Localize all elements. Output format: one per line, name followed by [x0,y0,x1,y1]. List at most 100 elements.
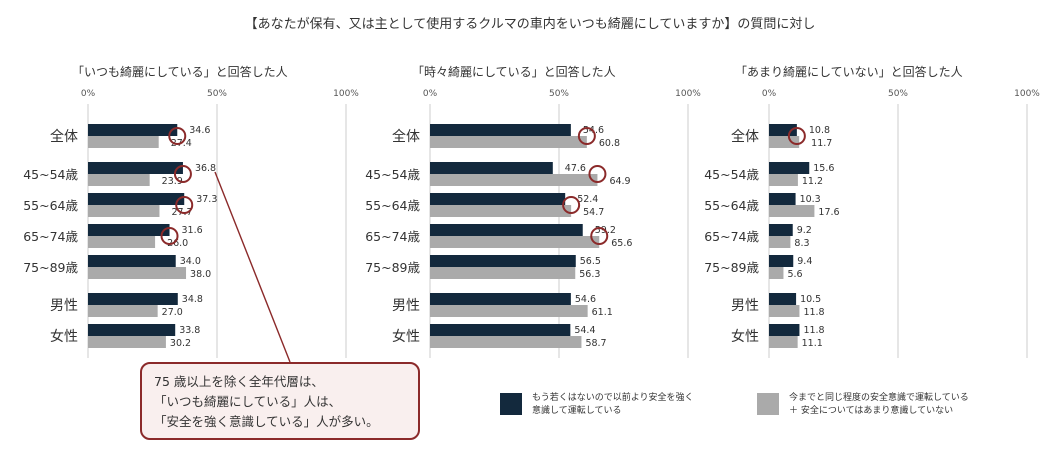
category-label: 75~89歳 [23,260,78,275]
chart-title: 【あなたが保有、又は主として使用するクルマの車内をいつも綺麗にしていますか】の質… [245,16,816,32]
bar-series-a [88,193,185,205]
category-label: 男性 [731,298,759,314]
bar-series-a [430,224,583,236]
bar-series-a [88,124,178,136]
callout-line-3: 「安全を強く意識している」人が多い。 [154,414,379,429]
bar-series-a [769,324,800,336]
bar-series-a [88,324,176,336]
data-label-series-b: 11.8 [803,307,824,318]
bar-series-b [430,174,598,186]
data-label-series-b: 27.0 [162,307,183,318]
tick-label: 0% [423,89,438,99]
data-label-series-a: 34.8 [182,294,203,305]
bar-series-a [430,293,571,305]
data-label-series-b: 11.2 [802,176,823,187]
data-label-series-a: 54.4 [574,325,595,336]
highlight-circle [168,127,187,145]
data-label-series-b: 65.6 [611,238,632,249]
data-label-series-b: 56.3 [579,269,600,280]
tick-label: 50% [549,89,569,99]
data-label-series-a: 47.6 [565,163,586,174]
bar-series-b [88,205,160,217]
data-label-series-b: 64.9 [609,176,630,187]
bar-series-b [430,267,576,279]
bar-series-a [88,255,176,267]
tick-label: 0% [81,89,96,99]
data-label-series-a: 37.3 [196,194,217,205]
data-label-series-b: 23.9 [162,176,183,187]
data-label-series-a: 54.6 [575,294,596,305]
legend-a-line-2: 意識して運転している [532,406,622,416]
tick-label: 50% [888,89,908,99]
bar-series-b [769,336,798,348]
data-label-series-b: 30.2 [170,338,191,349]
category-label: 65~74歳 [23,229,78,244]
bar-series-b [88,305,158,317]
data-label-series-b: 38.0 [190,269,211,280]
highlight-circle [590,227,609,245]
data-label-series-a: 36.8 [195,163,216,174]
tick-label: 100% [1014,89,1040,99]
bar-series-a [88,293,178,305]
data-label-series-b: 11.7 [811,138,832,149]
panel-title-1: 「いつも綺麗にしている」と回答した人 [72,64,288,79]
bar-series-a [430,255,576,267]
data-label-series-a: 11.8 [803,325,824,336]
category-label: 65~74歳 [704,229,759,244]
category-label: 女性 [731,328,759,345]
data-label-series-b: 5.6 [787,269,802,280]
data-label-series-a: 34.0 [180,256,201,267]
category-label: 45~54歳 [23,167,78,182]
callout-line-1: 75 歳以上を除く全年代層は、 [154,374,324,389]
category-label: 55~64歳 [23,198,78,213]
callout-box: 75 歳以上を除く全年代層は、 「いつも綺麗にしている」人は、 「安全を強く意識… [140,362,420,440]
bar-series-a [88,162,183,174]
bar-series-b [769,305,800,317]
bar-series-b [769,205,815,217]
data-label-series-a: 52.4 [577,194,598,205]
bar-series-b [88,174,150,186]
category-label: 45~54歳 [704,167,759,182]
tick-label: 0% [762,89,777,99]
data-label-series-a: 33.8 [179,325,200,336]
data-label-series-a: 9.2 [797,225,812,236]
bar-series-b [769,267,784,279]
category-label: 女性 [50,328,78,345]
category-label: 65~74歳 [365,229,420,244]
tick-label: 100% [675,89,701,99]
bar-series-a [769,293,797,305]
bar-series-a [88,224,170,236]
bar-series-b [430,336,582,348]
category-label: 女性 [392,328,420,345]
bar-series-b [430,236,600,248]
data-label-series-a: 34.6 [189,125,210,136]
legend-swatch-b [757,393,779,415]
bar-series-b [88,236,156,248]
data-label-series-a: 56.5 [580,256,601,267]
data-label-series-b: 61.1 [592,307,613,318]
bar-series-a [769,162,810,174]
callout-line-2: 「いつも綺麗にしている」人は、 [154,394,342,409]
bar-series-b [88,336,166,348]
category-label: 全体 [731,128,759,145]
legend-b-line-2: ＋ 安全についてはあまり意識していない [789,406,954,416]
data-label-series-b: 54.7 [583,207,604,218]
bar-series-b [430,136,587,148]
bar-series-a [769,255,794,267]
bar-series-b [430,305,588,317]
category-label: 75~89歳 [365,260,420,275]
data-label-series-b: 60.8 [599,138,620,149]
bar-series-b [88,267,187,279]
data-label-series-b: 17.6 [818,207,839,218]
bar-series-b [88,136,159,148]
legend-swatch-a [500,393,522,415]
legend-a-line-1: もう若くはないので以前より安全を強く [532,393,694,403]
data-label-series-a: 10.3 [800,194,821,205]
highlight-circle [175,196,194,214]
bar-series-a [430,324,571,336]
bar-series-a [430,193,566,205]
data-label-series-a: 10.8 [809,125,830,136]
highlight-circle [562,196,581,214]
category-label: 全体 [392,128,420,145]
panel-title-2: 「時々綺麗にしている」と回答した人 [412,64,616,79]
